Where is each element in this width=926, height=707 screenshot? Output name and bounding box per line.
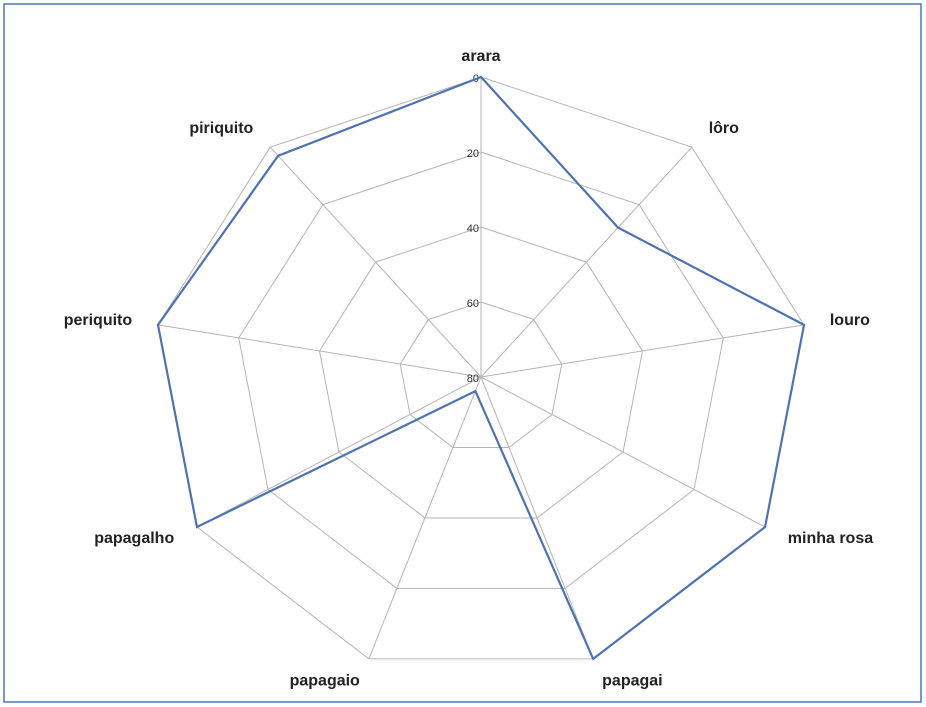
tick-label: 80	[467, 373, 479, 385]
tick-label: 20	[467, 148, 479, 160]
spoke	[269, 146, 482, 378]
tick-label: 60	[467, 298, 479, 310]
category-label: papagai	[602, 673, 662, 690]
category-label: minha rosa	[788, 530, 873, 547]
spoke	[157, 324, 482, 378]
series-line	[156, 75, 806, 661]
spoke	[368, 376, 482, 660]
grid-ring	[238, 151, 724, 589]
grid-ring	[157, 76, 805, 660]
grid-ring	[399, 301, 563, 448]
spoke	[196, 376, 482, 528]
spoke	[480, 146, 693, 378]
category-label: louro	[830, 312, 870, 329]
grid-ring	[318, 226, 644, 519]
category-label: periquito	[64, 312, 133, 329]
tick-label: 40	[467, 223, 479, 235]
category-label: papagaio	[290, 673, 360, 690]
category-label: lôro	[709, 120, 739, 137]
category-label: piriquito	[189, 120, 253, 137]
spoke	[480, 324, 805, 378]
spoke	[480, 376, 766, 528]
category-label: papagalho	[94, 530, 174, 547]
chart-border	[3, 3, 922, 703]
spoke	[480, 376, 594, 660]
category-label: arara	[461, 48, 500, 65]
